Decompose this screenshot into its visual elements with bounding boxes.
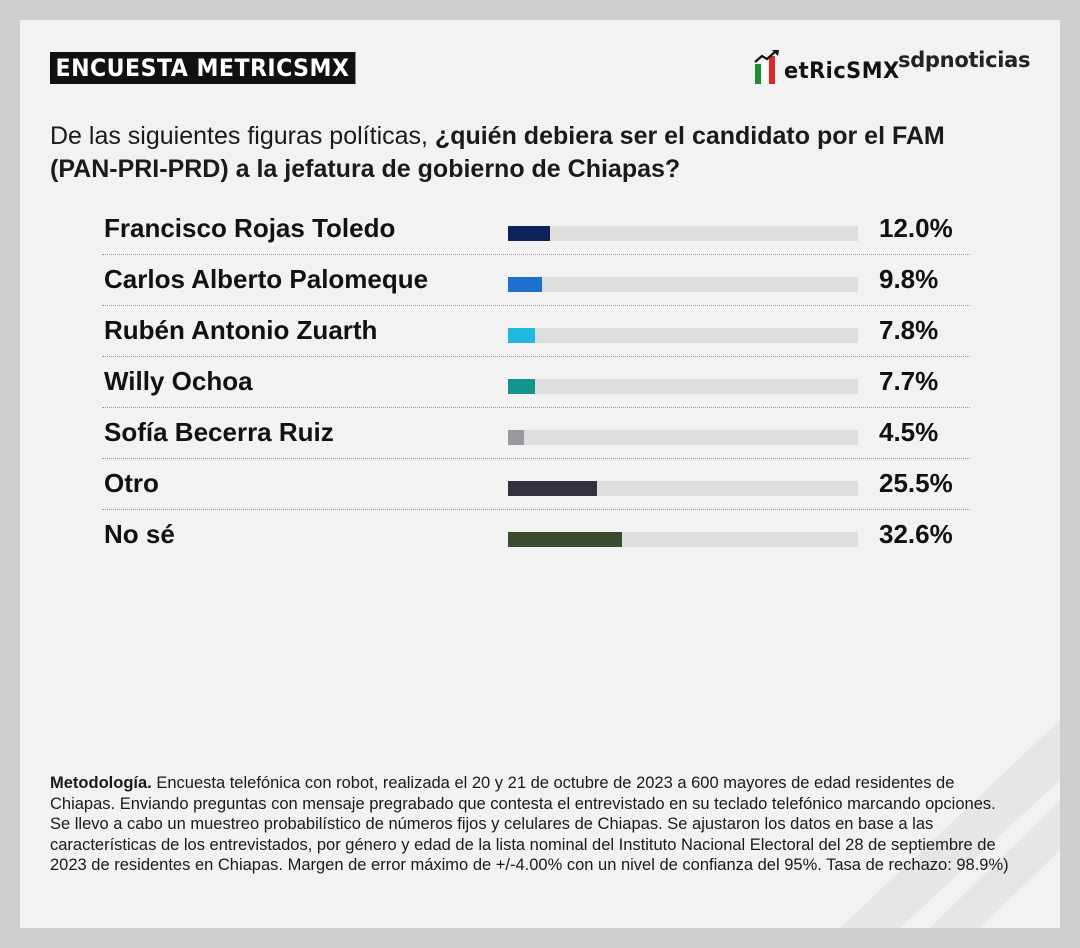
candidate-label: Otro — [104, 468, 159, 498]
methodology-label: Metodología. — [50, 774, 152, 792]
candidate-label: No sé — [104, 519, 175, 549]
result-row: No sé 32.6% — [102, 510, 970, 560]
results-chart: Francisco Rojas Toledo 12.0% Carlos Albert… — [102, 204, 970, 560]
value-label: 25.5% — [879, 468, 953, 498]
bar-track — [508, 277, 858, 292]
result-row: Rubén Antonio Zuarth 7.8% — [102, 306, 970, 357]
value-label: 7.8% — [879, 315, 939, 345]
metricsmx-logo-text: etRicSMX — [784, 59, 900, 84]
bar-track — [508, 481, 858, 496]
result-row: Carlos Alberto Palomeque 9.8% — [102, 255, 970, 306]
value-label: 32.6% — [879, 519, 953, 549]
sdpnoticias-logo: sdpnoticias — [898, 48, 1031, 72]
value-label: 12.0% — [879, 213, 953, 243]
bar — [508, 481, 598, 496]
bar-track — [508, 532, 858, 547]
bar-track — [508, 379, 858, 394]
bar — [508, 430, 524, 445]
bar-track — [508, 430, 858, 445]
poll-card: ENCUESTA METRICSMX etRicSMX sdpnoticias … — [20, 20, 1060, 928]
candidate-label: Willy Ochoa — [104, 366, 253, 396]
bar — [508, 379, 535, 394]
value-label: 4.5% — [879, 417, 939, 447]
value-label: 7.7% — [879, 366, 939, 396]
bar — [508, 328, 536, 343]
candidate-label: Sofía Becerra Ruiz — [104, 417, 334, 447]
metricsmx-logo-icon — [754, 50, 779, 84]
result-row: Willy Ochoa 7.7% — [102, 357, 970, 408]
bar — [508, 226, 550, 241]
bar — [508, 532, 623, 547]
survey-title-badge: ENCUESTA METRICSMX — [50, 52, 355, 84]
bar — [508, 277, 543, 292]
bar-track — [508, 226, 858, 241]
question-intro: De las siguientes figuras políticas, — [50, 122, 435, 150]
candidate-label: Rubén Antonio Zuarth — [104, 315, 378, 345]
methodology-note: Metodología. Encuesta telefónica con rob… — [50, 773, 1010, 876]
survey-question: De las siguientes figuras políticas, ¿qu… — [50, 120, 1010, 186]
result-row: Sofía Becerra Ruiz 4.5% — [102, 408, 970, 459]
candidate-label: Francisco Rojas Toledo — [104, 213, 396, 243]
value-label: 9.8% — [879, 264, 939, 294]
methodology-text: Encuesta telefónica con robot, realizada… — [50, 774, 1009, 874]
result-row: Francisco Rojas Toledo 12.0% — [102, 204, 970, 255]
candidate-label: Carlos Alberto Palomeque — [104, 264, 429, 294]
metricsmx-logo: etRicSMX — [754, 44, 906, 84]
background-stripes — [840, 720, 1060, 928]
result-row: Otro 25.5% — [102, 459, 970, 510]
bar-track — [508, 328, 858, 343]
question-bold: ¿quién debiera ser el candidato por el F… — [50, 122, 945, 183]
